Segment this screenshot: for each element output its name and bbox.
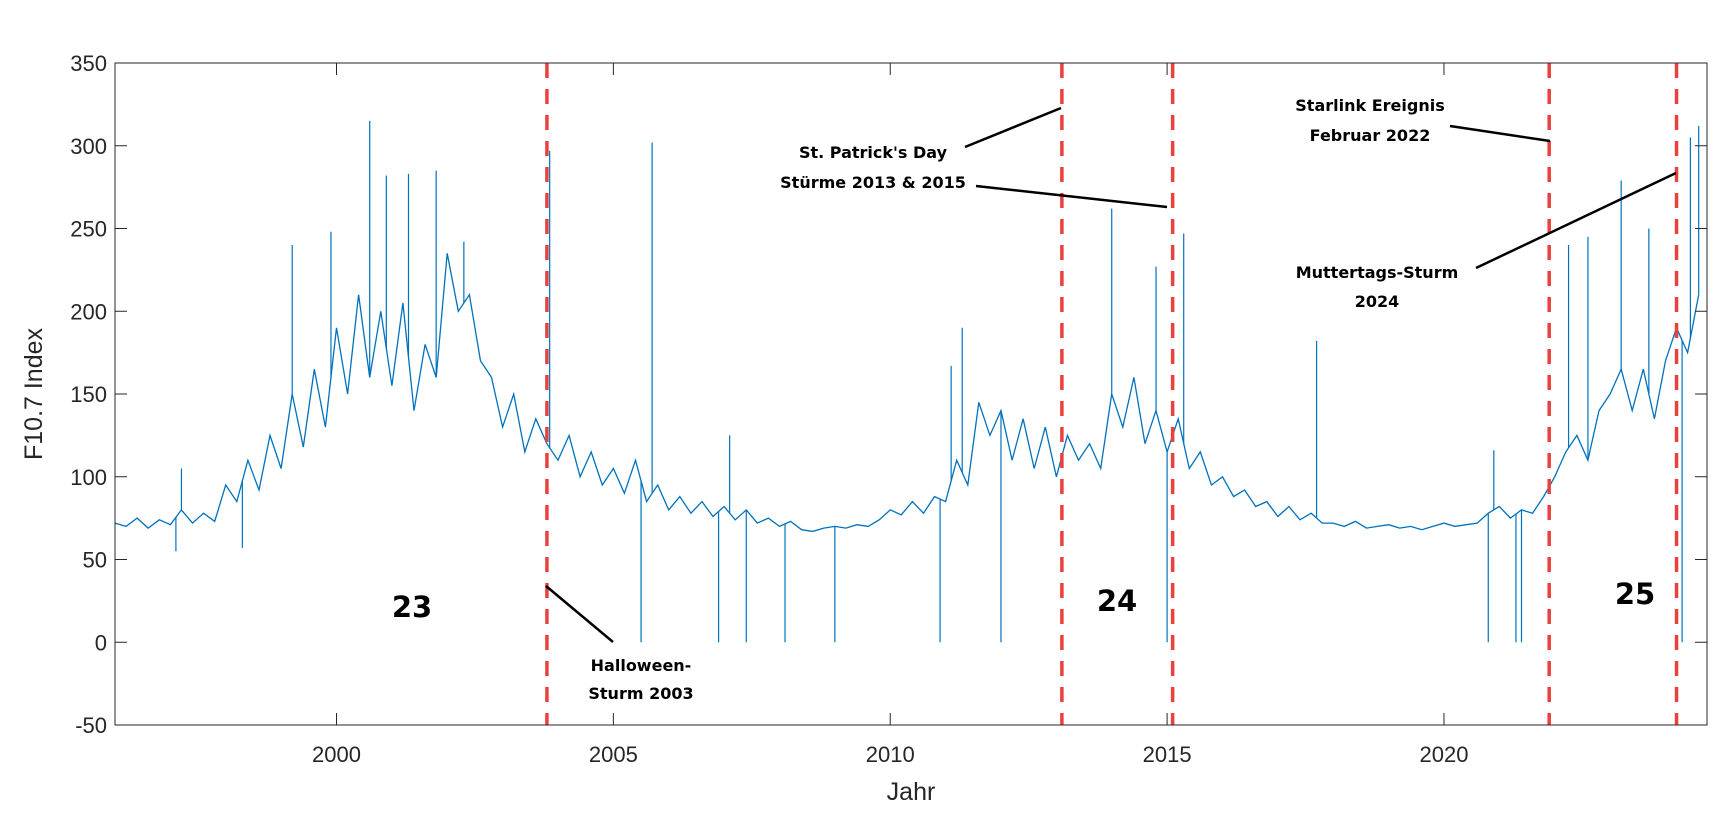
x-tick-label: 2005 (589, 742, 638, 767)
x-tick-label: 2015 (1143, 742, 1192, 767)
annotation-starlink: Starlink Ereignis Februar 2022 (1295, 96, 1551, 145)
annotation-muttertag: Muttertags-Sturm 2024 (1296, 171, 1677, 311)
y-tick-label: 50 (83, 548, 107, 573)
y-tick-label: -50 (75, 713, 107, 738)
annotation-pointer (964, 106, 1062, 149)
annotation-text: Februar 2022 (1310, 126, 1431, 145)
x-axis-label: Jahr (887, 778, 936, 806)
y-tick-label: 250 (70, 217, 107, 242)
annotation-pointer (1475, 171, 1677, 270)
cycle-label-25: 25 (1615, 577, 1655, 611)
x-tick-label: 2000 (312, 742, 361, 767)
annotation-text: Starlink Ereignis (1295, 96, 1444, 115)
annotation-pointer (975, 184, 1168, 209)
annotation-pointer (1449, 124, 1551, 143)
y-tick-label: 350 (70, 51, 107, 76)
annotation-st-patricks: St. Patrick's Day Stürme 2013 & 2015 (780, 106, 1168, 209)
cycle-label-24: 24 (1097, 584, 1137, 618)
annotation-text: Halloween- (591, 656, 692, 675)
y-tick-label: 300 (70, 134, 107, 159)
y-tick-label: 150 (70, 382, 107, 407)
y-axis-label: F10.7 Index (20, 327, 48, 460)
x-tick-label: 2020 (1419, 742, 1468, 767)
annotation-text: St. Patrick's Day (799, 143, 948, 162)
annotation-pointer (545, 585, 614, 643)
f107-series-line (115, 253, 1700, 533)
annotation-halloween: Halloween- Sturm 2003 (545, 585, 694, 703)
axes-box (114, 62, 1708, 726)
annotation-text: Sturm 2003 (588, 684, 693, 703)
y-tick-label: 0 (95, 630, 107, 655)
annotation-text: 2024 (1355, 292, 1400, 311)
x-tick-label: 2010 (866, 742, 915, 767)
annotation-text: Muttertags-Sturm (1296, 263, 1459, 282)
cycle-label-23: 23 (392, 590, 432, 624)
annotation-text: Stürme 2013 & 2015 (780, 173, 966, 192)
y-tick-label: 100 (70, 465, 107, 490)
y-tick-label: 200 (70, 299, 107, 324)
